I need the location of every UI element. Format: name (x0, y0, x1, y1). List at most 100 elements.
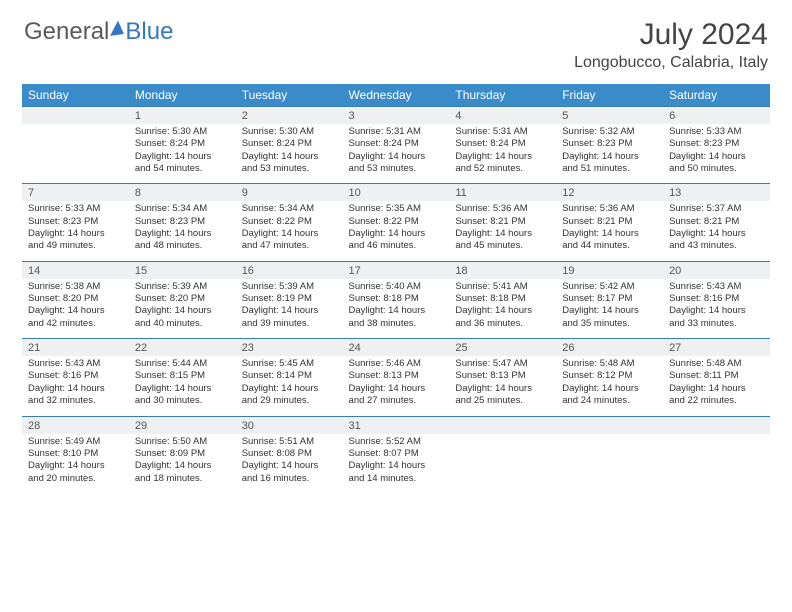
day-cell: Sunrise: 5:33 AM Sunset: 8:23 PM Dayligh… (663, 124, 770, 184)
day-number: 8 (129, 184, 236, 202)
title-block: July 2024 Longobucco, Calabria, Italy (574, 18, 768, 72)
day-cell: Sunrise: 5:49 AM Sunset: 8:10 PM Dayligh… (22, 434, 129, 493)
day-cell: Sunrise: 5:30 AM Sunset: 8:24 PM Dayligh… (129, 124, 236, 184)
content-row: Sunrise: 5:49 AM Sunset: 8:10 PM Dayligh… (22, 434, 770, 493)
day-cell: Sunrise: 5:31 AM Sunset: 8:24 PM Dayligh… (343, 124, 450, 184)
day-cell: Sunrise: 5:39 AM Sunset: 8:20 PM Dayligh… (129, 279, 236, 339)
content-row: Sunrise: 5:30 AM Sunset: 8:24 PM Dayligh… (22, 124, 770, 184)
header: General Blue July 2024 Longobucco, Calab… (0, 0, 792, 78)
day-cell: Sunrise: 5:48 AM Sunset: 8:11 PM Dayligh… (663, 356, 770, 416)
day-cell: Sunrise: 5:32 AM Sunset: 8:23 PM Dayligh… (556, 124, 663, 184)
day-details: Sunrise: 5:30 AM Sunset: 8:24 PM Dayligh… (135, 126, 230, 175)
day-number: 18 (449, 261, 556, 279)
day-cell: Sunrise: 5:48 AM Sunset: 8:12 PM Dayligh… (556, 356, 663, 416)
day-details: Sunrise: 5:52 AM Sunset: 8:07 PM Dayligh… (349, 436, 444, 485)
day-number (663, 416, 770, 434)
day-number: 5 (556, 107, 663, 125)
day-number (449, 416, 556, 434)
day-cell: Sunrise: 5:34 AM Sunset: 8:22 PM Dayligh… (236, 201, 343, 261)
day-header-row: SundayMondayTuesdayWednesdayThursdayFrid… (22, 84, 770, 107)
day-number: 24 (343, 339, 450, 357)
logo-sail-icon (108, 20, 124, 36)
month-title: July 2024 (574, 18, 768, 52)
day-details: Sunrise: 5:51 AM Sunset: 8:08 PM Dayligh… (242, 436, 337, 485)
day-number: 20 (663, 261, 770, 279)
calendar: SundayMondayTuesdayWednesdayThursdayFrid… (22, 84, 770, 493)
day-details: Sunrise: 5:50 AM Sunset: 8:09 PM Dayligh… (135, 436, 230, 485)
day-number: 15 (129, 261, 236, 279)
day-details: Sunrise: 5:36 AM Sunset: 8:21 PM Dayligh… (455, 203, 550, 252)
day-number: 27 (663, 339, 770, 357)
day-details: Sunrise: 5:39 AM Sunset: 8:19 PM Dayligh… (242, 281, 337, 330)
daynum-row: 28293031 (22, 416, 770, 434)
day-cell (556, 434, 663, 493)
day-number: 6 (663, 107, 770, 125)
day-number: 23 (236, 339, 343, 357)
day-number: 4 (449, 107, 556, 125)
daynum-row: 78910111213 (22, 184, 770, 202)
day-details: Sunrise: 5:34 AM Sunset: 8:23 PM Dayligh… (135, 203, 230, 252)
day-cell: Sunrise: 5:43 AM Sunset: 8:16 PM Dayligh… (663, 279, 770, 339)
day-details: Sunrise: 5:31 AM Sunset: 8:24 PM Dayligh… (349, 126, 444, 175)
day-number: 28 (22, 416, 129, 434)
day-details: Sunrise: 5:48 AM Sunset: 8:11 PM Dayligh… (669, 358, 764, 407)
day-number: 22 (129, 339, 236, 357)
logo-text-1: General (24, 18, 109, 46)
day-details: Sunrise: 5:33 AM Sunset: 8:23 PM Dayligh… (669, 126, 764, 175)
day-number: 30 (236, 416, 343, 434)
day-details: Sunrise: 5:34 AM Sunset: 8:22 PM Dayligh… (242, 203, 337, 252)
day-cell: Sunrise: 5:47 AM Sunset: 8:13 PM Dayligh… (449, 356, 556, 416)
day-cell: Sunrise: 5:30 AM Sunset: 8:24 PM Dayligh… (236, 124, 343, 184)
day-cell: Sunrise: 5:46 AM Sunset: 8:13 PM Dayligh… (343, 356, 450, 416)
day-cell: Sunrise: 5:40 AM Sunset: 8:18 PM Dayligh… (343, 279, 450, 339)
day-details: Sunrise: 5:48 AM Sunset: 8:12 PM Dayligh… (562, 358, 657, 407)
day-header: Saturday (663, 84, 770, 107)
day-number: 26 (556, 339, 663, 357)
day-number: 16 (236, 261, 343, 279)
day-number (22, 107, 129, 125)
day-details: Sunrise: 5:43 AM Sunset: 8:16 PM Dayligh… (669, 281, 764, 330)
day-header: Sunday (22, 84, 129, 107)
day-cell: Sunrise: 5:34 AM Sunset: 8:23 PM Dayligh… (129, 201, 236, 261)
day-number: 11 (449, 184, 556, 202)
day-details: Sunrise: 5:45 AM Sunset: 8:14 PM Dayligh… (242, 358, 337, 407)
day-header: Monday (129, 84, 236, 107)
location: Longobucco, Calabria, Italy (574, 54, 768, 72)
daynum-row: 21222324252627 (22, 339, 770, 357)
logo: General Blue (24, 18, 173, 46)
daynum-row: 123456 (22, 107, 770, 125)
day-number: 17 (343, 261, 450, 279)
day-cell: Sunrise: 5:37 AM Sunset: 8:21 PM Dayligh… (663, 201, 770, 261)
day-details: Sunrise: 5:38 AM Sunset: 8:20 PM Dayligh… (28, 281, 123, 330)
logo-text-2: Blue (125, 18, 173, 46)
day-details: Sunrise: 5:36 AM Sunset: 8:21 PM Dayligh… (562, 203, 657, 252)
day-details: Sunrise: 5:43 AM Sunset: 8:16 PM Dayligh… (28, 358, 123, 407)
day-number: 10 (343, 184, 450, 202)
day-header: Wednesday (343, 84, 450, 107)
day-details: Sunrise: 5:42 AM Sunset: 8:17 PM Dayligh… (562, 281, 657, 330)
day-cell: Sunrise: 5:42 AM Sunset: 8:17 PM Dayligh… (556, 279, 663, 339)
day-details: Sunrise: 5:41 AM Sunset: 8:18 PM Dayligh… (455, 281, 550, 330)
day-number: 12 (556, 184, 663, 202)
day-details: Sunrise: 5:35 AM Sunset: 8:22 PM Dayligh… (349, 203, 444, 252)
day-number: 3 (343, 107, 450, 125)
day-details: Sunrise: 5:49 AM Sunset: 8:10 PM Dayligh… (28, 436, 123, 485)
day-cell: Sunrise: 5:52 AM Sunset: 8:07 PM Dayligh… (343, 434, 450, 493)
day-cell: Sunrise: 5:31 AM Sunset: 8:24 PM Dayligh… (449, 124, 556, 184)
day-header: Friday (556, 84, 663, 107)
day-cell (449, 434, 556, 493)
day-details: Sunrise: 5:33 AM Sunset: 8:23 PM Dayligh… (28, 203, 123, 252)
day-number: 13 (663, 184, 770, 202)
day-number: 7 (22, 184, 129, 202)
day-cell: Sunrise: 5:35 AM Sunset: 8:22 PM Dayligh… (343, 201, 450, 261)
day-cell: Sunrise: 5:36 AM Sunset: 8:21 PM Dayligh… (449, 201, 556, 261)
day-cell: Sunrise: 5:33 AM Sunset: 8:23 PM Dayligh… (22, 201, 129, 261)
day-details: Sunrise: 5:46 AM Sunset: 8:13 PM Dayligh… (349, 358, 444, 407)
day-cell: Sunrise: 5:41 AM Sunset: 8:18 PM Dayligh… (449, 279, 556, 339)
day-details: Sunrise: 5:32 AM Sunset: 8:23 PM Dayligh… (562, 126, 657, 175)
day-cell: Sunrise: 5:44 AM Sunset: 8:15 PM Dayligh… (129, 356, 236, 416)
day-number: 1 (129, 107, 236, 125)
day-cell (22, 124, 129, 184)
day-cell: Sunrise: 5:45 AM Sunset: 8:14 PM Dayligh… (236, 356, 343, 416)
day-number: 14 (22, 261, 129, 279)
